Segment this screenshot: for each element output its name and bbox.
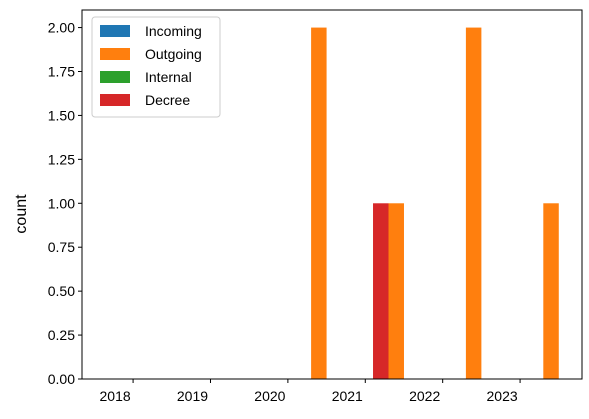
bar-outgoing-2021 xyxy=(388,203,404,379)
y-tick-label: 0.75 xyxy=(48,239,75,255)
x-tick-label: 2021 xyxy=(332,388,363,404)
bar-outgoing-2022 xyxy=(465,27,482,379)
legend-box xyxy=(91,16,221,118)
y-tick-label: 0.25 xyxy=(48,327,75,343)
y-tick-label: 1.25 xyxy=(48,151,75,167)
legend-label-internal: Internal xyxy=(145,69,192,85)
legend-swatch-incoming xyxy=(100,25,130,37)
x-tick-label: 2020 xyxy=(254,388,285,404)
legend-swatch-decree xyxy=(100,94,130,106)
legend-swatch-outgoing xyxy=(100,48,130,60)
plot-frame xyxy=(81,9,583,380)
legend-swatch-internal xyxy=(100,71,130,83)
y-tick-label: 1.50 xyxy=(48,107,75,123)
y-tick-label: 2.00 xyxy=(48,20,75,36)
y-axis-label: count xyxy=(13,194,30,234)
bars-layer xyxy=(311,27,559,379)
y-tick-label: 0.00 xyxy=(48,371,75,387)
legend: Incoming Outgoing Internal Decree xyxy=(91,16,221,118)
x-tick-label: 2023 xyxy=(487,388,518,404)
y-tick-label: 1.75 xyxy=(48,64,75,80)
bar-decree-2020 xyxy=(373,203,389,379)
x-tick-label: 2019 xyxy=(177,388,208,404)
legend-label-decree: Decree xyxy=(145,92,190,108)
y-tick-label: 1.00 xyxy=(48,195,75,211)
x-tick-label: 2018 xyxy=(100,388,131,404)
y-tick-label: 0.50 xyxy=(48,283,75,299)
bar-outgoing-2023 xyxy=(543,203,559,379)
legend-label-incoming: Incoming xyxy=(145,23,202,39)
x-tick-label: 2022 xyxy=(409,388,440,404)
axes-layer: 0.00 0.25 0.50 0.75 1.00 1.25 1.50 1.75 2.00 2018… xyxy=(48,9,583,404)
legend-label-outgoing: Outgoing xyxy=(145,46,202,62)
bar-outgoing-2020 xyxy=(311,27,327,379)
